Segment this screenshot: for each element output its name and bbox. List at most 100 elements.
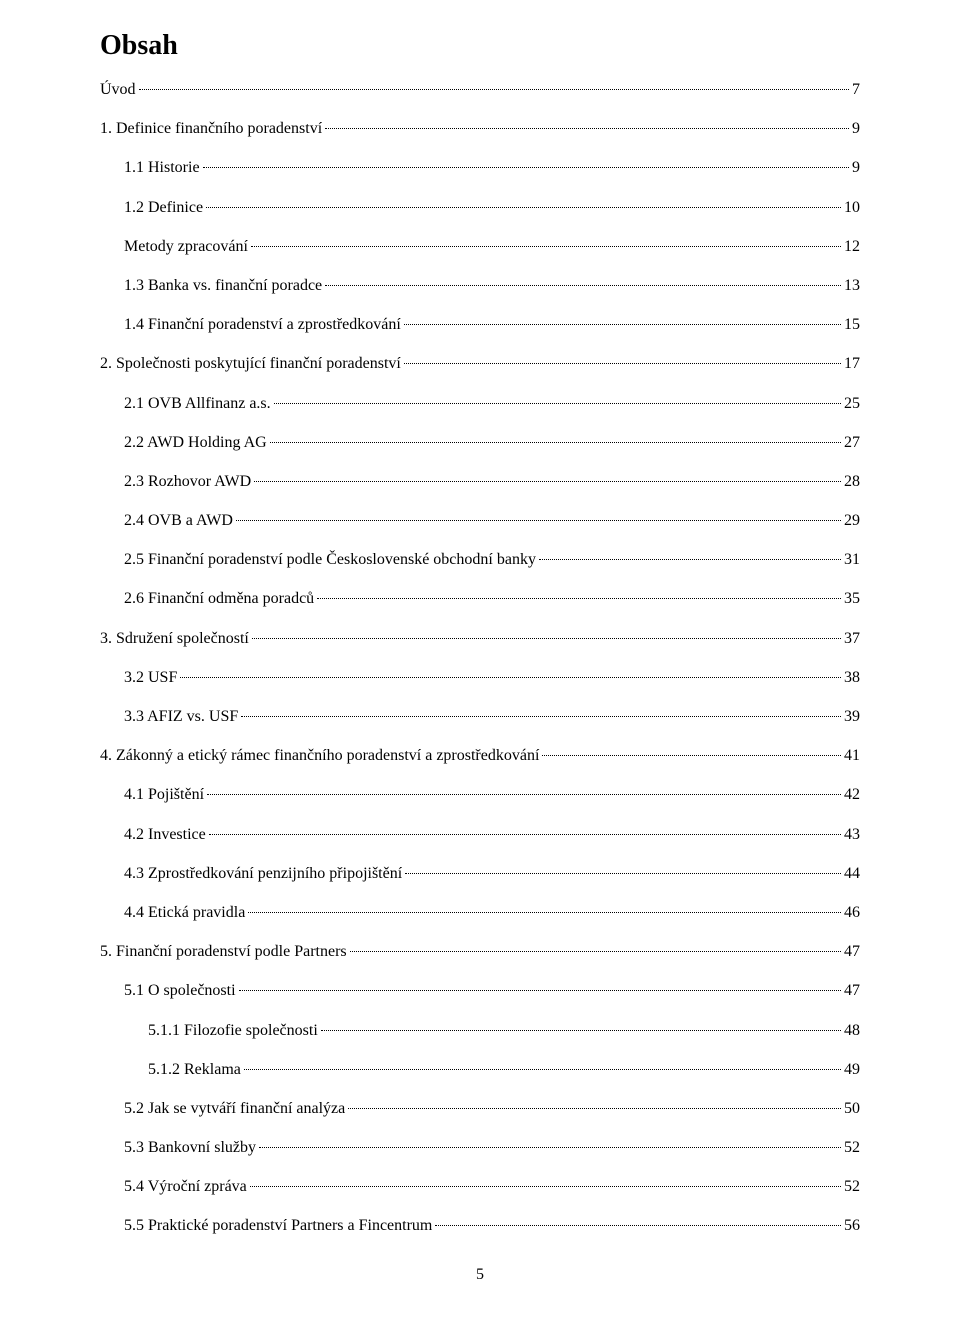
- toc-leader: [404, 363, 841, 364]
- toc-leader: [321, 1030, 841, 1031]
- toc-entry-label: 4.1 Pojištění: [124, 785, 204, 804]
- toc-entry-label: Metody zpracování: [124, 237, 248, 256]
- toc-leader: [203, 167, 849, 168]
- toc-entry-page: 42: [844, 785, 860, 804]
- toc-leader: [542, 755, 841, 756]
- toc-entry: 5.1.1 Filozofie společnosti 48: [100, 1021, 860, 1040]
- toc-entry-page: 31: [844, 550, 860, 569]
- toc-leader: [252, 638, 841, 639]
- toc-entry: 3.3 AFIZ vs. USF 39: [100, 707, 860, 726]
- toc-entry: 3. Sdružení společností 37: [100, 629, 860, 648]
- toc-entry: 5.4 Výroční zpráva 52: [100, 1177, 860, 1196]
- toc-entry-page: 10: [844, 198, 860, 217]
- toc-entry-page: 7: [852, 80, 860, 99]
- toc-entry: 2.2 AWD Holding AG 27: [100, 433, 860, 452]
- toc-entry-page: 50: [844, 1099, 860, 1118]
- toc-leader: [250, 1186, 841, 1187]
- toc-entry-label: 4.4 Etická pravidla: [124, 903, 245, 922]
- toc-entry-page: 41: [844, 746, 860, 765]
- toc-entry-page: 48: [844, 1021, 860, 1040]
- toc-entry-page: 47: [844, 981, 860, 1000]
- toc-entry-label: 1. Definice finančního poradenství: [100, 119, 322, 138]
- toc-entry-label: 2.6 Finanční odměna poradců: [124, 589, 314, 608]
- toc-entry-page: 56: [844, 1216, 860, 1235]
- toc-entry-label: 5.5 Praktické poradenství Partners a Fin…: [124, 1216, 432, 1235]
- toc-entry-label: 2. Společnosti poskytující finanční pora…: [100, 354, 401, 373]
- toc-entry-page: 37: [844, 629, 860, 648]
- toc-entry-label: 5.2 Jak se vytváří finanční analýza: [124, 1099, 345, 1118]
- toc-leader: [317, 598, 841, 599]
- toc-leader: [254, 481, 841, 482]
- toc-leader: [209, 834, 841, 835]
- toc-entry-label: 1.2 Definice: [124, 198, 203, 217]
- toc-entry-label: 3. Sdružení společností: [100, 629, 249, 648]
- toc-leader: [539, 559, 841, 560]
- toc-entry-page: 13: [844, 276, 860, 295]
- toc-leader: [251, 246, 841, 247]
- toc-entry-label: 5.3 Bankovní služby: [124, 1138, 256, 1157]
- toc-entry-page: 38: [844, 668, 860, 687]
- toc-entry-label: 4.2 Investice: [124, 825, 206, 844]
- toc-entry-page: 15: [844, 315, 860, 334]
- toc-entry: 5.3 Bankovní služby 52: [100, 1138, 860, 1157]
- toc-entry-label: 2.3 Rozhovor AWD: [124, 472, 251, 491]
- toc-entry-page: 39: [844, 707, 860, 726]
- toc-heading: Obsah: [100, 30, 860, 62]
- toc-entry-label: 1.3 Banka vs. finanční poradce: [124, 276, 322, 295]
- toc-leader: [405, 873, 841, 874]
- toc-entry-label: 5.1 O společnosti: [124, 981, 236, 1000]
- toc-entry: 4.1 Pojištění 42: [100, 785, 860, 804]
- toc-entry: 1.3 Banka vs. finanční poradce 13: [100, 276, 860, 295]
- toc-entry-label: 3.3 AFIZ vs. USF: [124, 707, 238, 726]
- toc-list: Úvod 7 1. Definice finančního poradenství…: [100, 80, 860, 1236]
- toc-entry: 2.5 Finanční poradenství podle Českoslov…: [100, 550, 860, 569]
- toc-leader: [274, 403, 841, 404]
- toc-entry-label: 1.4 Finanční poradenství a zprostředková…: [124, 315, 401, 334]
- toc-entry-page: 9: [852, 158, 860, 177]
- toc-entry-page: 35: [844, 589, 860, 608]
- toc-entry-label: 5. Finanční poradenství podle Partners: [100, 942, 347, 961]
- toc-entry: 5.5 Praktické poradenství Partners a Fin…: [100, 1216, 860, 1235]
- toc-leader: [325, 128, 849, 129]
- toc-leader: [239, 990, 841, 991]
- toc-entry-page: 47: [844, 942, 860, 961]
- toc-entry-label: 2.1 OVB Allfinanz a.s.: [124, 394, 271, 413]
- toc-entry-label: 2.2 AWD Holding AG: [124, 433, 267, 452]
- toc-entry-label: 4. Zákonný a etický rámec finančního por…: [100, 746, 539, 765]
- toc-entry-label: 5.1.1 Filozofie společnosti: [148, 1021, 318, 1040]
- toc-entry: Metody zpracování 12: [100, 237, 860, 256]
- toc-entry-page: 12: [844, 237, 860, 256]
- toc-entry-label: 4.3 Zprostředkování penzijního připojišt…: [124, 864, 402, 883]
- toc-entry-page: 27: [844, 433, 860, 452]
- toc-leader: [270, 442, 841, 443]
- toc-entry-page: 9: [852, 119, 860, 138]
- toc-entry-page: 25: [844, 394, 860, 413]
- toc-entry: 1. Definice finančního poradenství 9: [100, 119, 860, 138]
- toc-entry-page: 29: [844, 511, 860, 530]
- toc-leader: [207, 794, 841, 795]
- toc-entry-label: 2.4 OVB a AWD: [124, 511, 233, 530]
- toc-entry-label: 3.2 USF: [124, 668, 177, 687]
- toc-entry: 2.6 Finanční odměna poradců 35: [100, 589, 860, 608]
- toc-leader: [236, 520, 841, 521]
- toc-entry: 4.3 Zprostředkování penzijního připojišt…: [100, 864, 860, 883]
- toc-leader: [244, 1069, 841, 1070]
- toc-leader: [180, 677, 841, 678]
- toc-leader: [435, 1225, 841, 1226]
- toc-entry: 2. Společnosti poskytující finanční pora…: [100, 354, 860, 373]
- toc-entry-label: 5.1.2 Reklama: [148, 1060, 241, 1079]
- toc-entry: 5.2 Jak se vytváří finanční analýza 50: [100, 1099, 860, 1118]
- toc-leader: [259, 1147, 841, 1148]
- toc-leader: [139, 89, 849, 90]
- page-number: 5: [100, 1266, 860, 1284]
- toc-leader: [206, 207, 841, 208]
- toc-entry-label: 2.5 Finanční poradenství podle Českoslov…: [124, 550, 536, 569]
- toc-entry: 2.3 Rozhovor AWD 28: [100, 472, 860, 491]
- toc-leader: [325, 285, 841, 286]
- toc-entry: 1.4 Finanční poradenství a zprostředková…: [100, 315, 860, 334]
- toc-entry-label: Úvod: [100, 80, 136, 99]
- toc-entry-page: 44: [844, 864, 860, 883]
- toc-leader: [404, 324, 841, 325]
- toc-entry-label: 5.4 Výroční zpráva: [124, 1177, 247, 1196]
- toc-entry-page: 43: [844, 825, 860, 844]
